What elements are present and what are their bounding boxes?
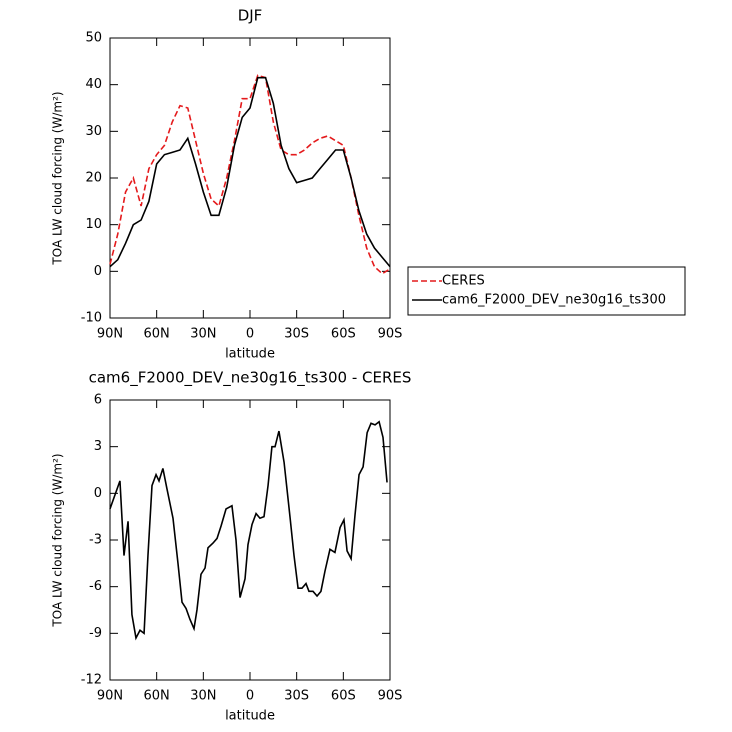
y-tick-label: -9 <box>89 626 102 641</box>
x-tick-label: 60S <box>331 689 356 704</box>
legend-label: CERES <box>442 274 485 289</box>
x-tick-label: 30S <box>284 689 309 704</box>
x-tick-label: 90N <box>97 327 123 342</box>
y-tick-label: 3 <box>94 439 102 454</box>
data-line <box>109 76 391 268</box>
y-tick-label: 20 <box>85 171 102 186</box>
y-tick-label: 6 <box>94 393 102 408</box>
y-tick-label: -3 <box>89 533 102 548</box>
data-line <box>109 420 388 641</box>
y-tick-label: 40 <box>85 77 102 92</box>
plot-frame <box>109 399 391 681</box>
x-tick-label: 60S <box>331 327 356 342</box>
y-axis-label: TOA LW cloud forcing (W/m²) <box>51 453 65 627</box>
y-tick-label: -6 <box>89 579 102 594</box>
y-tick-label: 0 <box>94 264 102 279</box>
x-tick-label: 0 <box>246 689 254 704</box>
chart-title: DJF <box>238 7 263 25</box>
x-tick-label: 90S <box>378 689 403 704</box>
y-axis-label: TOA LW cloud forcing (W/m²) <box>51 91 65 265</box>
y-tick-label: -12 <box>81 673 102 688</box>
x-tick-label: 0 <box>246 327 254 342</box>
y-tick-label: -10 <box>81 311 102 326</box>
y-tick-label: 30 <box>85 124 102 139</box>
x-tick-label: 60N <box>144 689 170 704</box>
x-tick-label: 30N <box>190 689 216 704</box>
y-tick-label: 10 <box>85 217 102 232</box>
x-axis-label: latitude <box>225 347 275 362</box>
chart-title: cam6_F2000_DEV_ne30g16_ts300 - CERES <box>89 369 412 388</box>
legend-box <box>407 266 686 316</box>
x-tick-label: 60N <box>144 327 170 342</box>
y-tick-label: 50 <box>85 31 102 46</box>
legend-label: cam6_F2000_DEV_ne30g16_ts300 <box>442 293 666 308</box>
x-tick-label: 30S <box>284 327 309 342</box>
x-tick-label: 90N <box>97 689 123 704</box>
x-tick-label: 90S <box>378 327 403 342</box>
x-tick-label: 30N <box>190 327 216 342</box>
plot-frame <box>109 37 391 319</box>
data-line <box>109 74 391 275</box>
x-axis-label: latitude <box>225 709 275 724</box>
y-tick-label: 0 <box>94 486 102 501</box>
